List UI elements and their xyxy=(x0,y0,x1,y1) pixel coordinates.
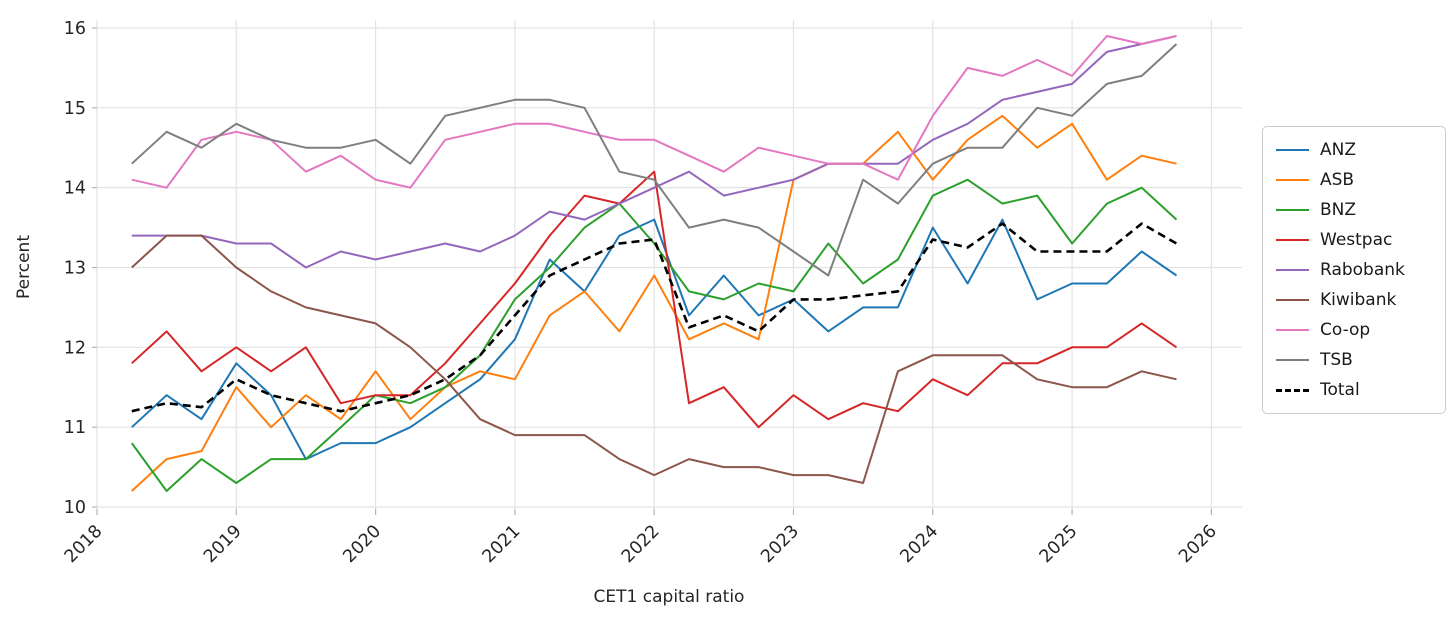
legend-item-kiwibank: Kiwibank xyxy=(1276,289,1432,311)
line-kiwibank xyxy=(131,234,1177,484)
x-tick-label-2022: 2022 xyxy=(618,521,664,567)
y-tick-label-13: 13 xyxy=(64,258,86,278)
legend-label-tsb: TSB xyxy=(1320,350,1353,370)
legend-label-kiwibank: Kiwibank xyxy=(1320,290,1397,310)
legend: ANZ ASB BNZ Westpac Rabobank Kiwibank Co-op TSB… xyxy=(1262,126,1446,414)
tick-marks xyxy=(92,27,1212,515)
legend-line-swatch-total xyxy=(1276,388,1309,392)
legend-line-swatch-rabobank xyxy=(1276,269,1309,271)
x-axis-label: CET1 capital ratio xyxy=(593,587,745,607)
legend-label-rabobank: Rabobank xyxy=(1320,260,1405,280)
legend-line-swatch-coop xyxy=(1276,329,1309,331)
line-total xyxy=(131,222,1178,413)
legend-line-swatch-bnz xyxy=(1276,209,1309,211)
legend-item-anz: ANZ xyxy=(1276,139,1432,161)
legend-line-swatch-kiwibank xyxy=(1276,299,1309,301)
line-westpac xyxy=(131,170,1178,429)
x-tick-label-2026: 2026 xyxy=(1175,521,1221,567)
data-series-lines xyxy=(130,35,1178,492)
line-asb xyxy=(131,114,1177,492)
y-tick-label-16: 16 xyxy=(64,19,86,39)
legend-label-bnz: BNZ xyxy=(1320,200,1357,220)
x-tick-label-2021: 2021 xyxy=(479,521,525,567)
legend-line-swatch-asb xyxy=(1276,179,1309,181)
y-tick-labels: 10 11 12 13 14 15 16 xyxy=(64,19,86,518)
legend-line-swatch-tsb xyxy=(1276,359,1309,361)
y-tick-label-12: 12 xyxy=(64,338,86,358)
line-coop xyxy=(131,35,1177,189)
legend-line-swatch-anz xyxy=(1276,149,1309,151)
x-tick-label-2018: 2018 xyxy=(61,521,107,567)
x-tick-label-2020: 2020 xyxy=(339,521,385,567)
legend-item-rabobank: Rabobank xyxy=(1276,259,1432,281)
y-tick-label-10: 10 xyxy=(64,498,86,518)
line-rabobank xyxy=(131,35,1177,269)
legend-label-westpac: Westpac xyxy=(1320,230,1393,250)
legend-item-asb: ASB xyxy=(1276,169,1432,191)
x-tick-label-2019: 2019 xyxy=(200,521,246,567)
legend-line-swatch-westpac xyxy=(1276,239,1309,241)
legend-item-total: Total xyxy=(1276,379,1432,401)
y-tick-label-11: 11 xyxy=(64,418,86,438)
legend-label-total: Total xyxy=(1320,380,1360,400)
x-tick-label-2023: 2023 xyxy=(757,521,803,567)
line-tsb xyxy=(131,43,1178,277)
gridlines xyxy=(96,20,1242,509)
x-tick-label-2025: 2025 xyxy=(1036,521,1082,567)
line-bnz xyxy=(130,178,1178,492)
y-tick-label-15: 15 xyxy=(64,99,86,119)
legend-item-coop: Co-op xyxy=(1276,319,1432,341)
x-tick-labels: 2018 2019 2020 2021 2022 2023 2024 2025 2026 xyxy=(61,521,1221,567)
legend-label-asb: ASB xyxy=(1320,170,1355,190)
y-tick-label-14: 14 xyxy=(64,179,86,199)
legend-item-tsb: TSB xyxy=(1276,349,1432,371)
legend-item-bnz: BNZ xyxy=(1276,199,1432,221)
x-tick-label-2024: 2024 xyxy=(897,521,943,567)
legend-label-anz: ANZ xyxy=(1320,140,1356,160)
y-axis-label: Percent xyxy=(14,235,34,299)
legend-label-coop: Co-op xyxy=(1320,320,1371,340)
legend-item-westpac: Westpac xyxy=(1276,229,1432,251)
